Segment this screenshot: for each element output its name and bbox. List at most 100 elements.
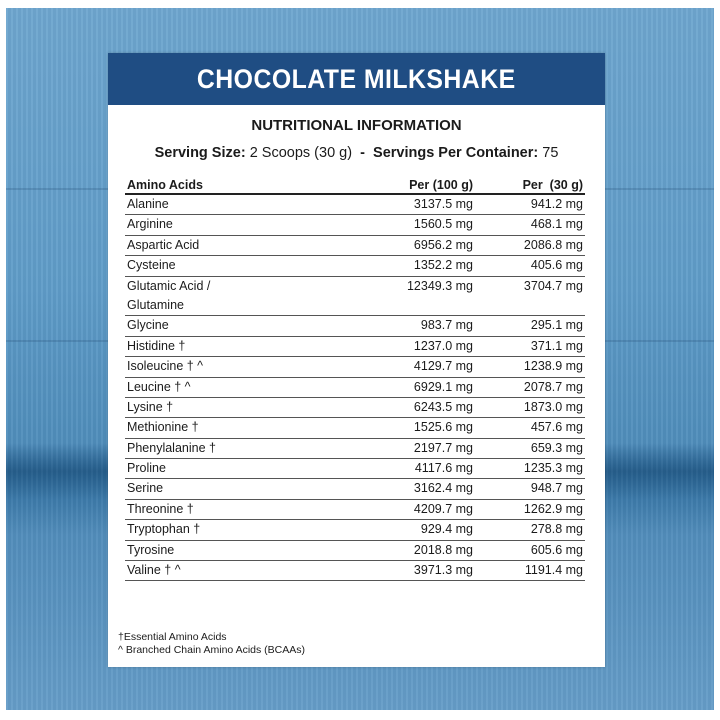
table-row: Valine † ^ 3971.3 mg 1191.4 mg [125,561,585,582]
per-100g-value: 4209.7 mg [413,501,473,516]
per-100g-value: 1560.5 mg [413,217,473,232]
amino-acid-name: Arginine [125,215,372,234]
per-100g-value: 983.7 mg [420,318,473,333]
per-30g-value: 278.8 mg [530,522,583,537]
per-100g-value: 2018.8 mg [413,542,473,557]
servings-per-container-label: Servings Per Container: [373,145,539,161]
per-30g-value: 2086.8 mg [523,237,583,252]
amino-acid-name: Phenylalanine † [125,439,372,458]
per-100g-value: 4129.7 mg [413,359,473,374]
table-row: Lysine † 6243.5 mg 1873.0 mg [125,398,585,419]
header-per-30g: Per (30 g) [522,178,583,192]
per-30g-value: 3704.7 mg [523,278,583,293]
table-row: Arginine 1560.5 mg 468.1 mg [125,215,585,236]
table-row: Leucine † ^ 6929.1 mg 2078.7 mg [125,378,585,398]
table-row: Histidine † 1237.0 mg 371.1 mg [125,337,585,358]
amino-acid-name: Alanine [125,195,372,214]
header-per-100g: Per (100 g) [409,178,473,192]
per-100g-value: 6929.1 mg [413,379,473,394]
footnotes: †Essential Amino Acids ^ Branched Chain … [118,631,305,657]
per-100g-value: 3137.5 mg [413,197,473,211]
amino-acid-name: Serine [125,479,372,498]
amino-acid-name-line: Tyrosine [127,542,175,557]
table-row: Aspartic Acid 6956.2 mg 2086.8 mg [125,236,585,257]
amino-acid-name: Lysine † [125,398,372,417]
amino-acid-name-line: Isoleucine † ^ [127,359,204,374]
section-title: NUTRITIONAL INFORMATION [251,117,462,134]
header-amino-acids: Amino Acids [127,178,203,192]
per-100g-value: 4117.6 mg [414,461,473,476]
footnote-essential: †Essential Amino Acids [118,631,227,643]
table-row: Glycine 983.7 mg 295.1 mg [125,316,585,337]
table-row: Glutamic Acid / Glutamine 12349.3 mg 3704.7… [125,277,585,317]
table-row: Tyrosine 2018.8 mg 605.6 mg [125,541,585,562]
table-row: Threonine † 4209.7 mg 1262.9 mg [125,500,585,521]
per-30g-value: 941.2 mg [530,197,583,211]
amino-acid-name-line: Histidine † [127,338,186,353]
amino-acid-name: Proline [125,459,372,478]
table-row: Alanine 3137.5 mg 941.2 mg [125,195,585,216]
per-100g-value: 1352.2 mg [413,258,473,273]
amino-acid-name-line: Proline [127,461,166,476]
amino-acid-name: Methionine † [125,418,372,437]
amino-acid-name-line: Valine † ^ [127,563,181,578]
amino-acid-name: Isoleucine † ^ [125,357,372,376]
per-100g-value: 1525.6 mg [413,420,473,435]
table-header: Amino Acids Per (100 g) Per (30 g) [125,172,585,195]
per-100g-value: 1237.0 mg [413,338,473,353]
per-100g-value: 6956.2 mg [413,237,473,252]
amino-acid-name: Glutamic Acid / Glutamine [125,277,372,315]
per-30g-value: 468.1 mg [530,217,583,232]
per-30g-value: 948.7 mg [530,481,583,496]
per-100g-value: 3162.4 mg [413,481,473,496]
serving-info: Serving Size: 2 Scoops (30 g) - Servings… [108,145,605,161]
amino-acid-name-line: Glutamine [127,297,184,312]
amino-acid-name: Tyrosine [125,541,372,560]
per-30g-value: 1873.0 mg [523,399,583,414]
table-row: Serine 3162.4 mg 948.7 mg [125,479,585,500]
per-100g-value: 6243.5 mg [413,399,473,414]
amino-acid-name-line: Glycine [127,318,169,333]
per-100g-value: 929.4 mg [420,522,473,537]
servings-per-container-value: 75 [542,145,559,161]
per-30g-value: 1238.9 mg [523,359,583,374]
amino-acid-name: Valine † ^ [125,561,372,580]
per-30g-value: 1191.4 mg [524,563,583,578]
amino-acid-name-line: Glutamic Acid / [127,278,211,293]
per-30g-value: 1235.3 mg [523,461,583,476]
serving-size-value: 2 Scoops (30 g) [249,145,353,161]
product-title: CHOCOLATE MILKSHAKE [197,63,516,94]
serving-separator: - [360,145,365,161]
per-100g-value: 12349.3 mg [406,278,473,293]
per-30g-value: 605.6 mg [530,542,583,557]
amino-acid-name-line: Tryptophan † [127,522,201,537]
amino-acid-name: Aspartic Acid [125,236,372,255]
per-30g-value: 405.6 mg [530,258,583,273]
table-row: Isoleucine † ^ 4129.7 mg 1238.9 mg [125,357,585,378]
serving-size-label: Serving Size: [154,145,246,161]
amino-acid-name-line: Phenylalanine † [127,440,216,455]
table-row: Proline 4117.6 mg 1235.3 mg [125,459,585,480]
amino-acid-name-line: Alanine [127,197,169,211]
per-30g-value: 371.1 mg [530,338,583,353]
footnote-bcaa: ^ Branched Chain Amino Acids (BCAAs) [118,644,306,656]
per-30g-value: 295.1 mg [530,318,583,333]
per-30g-value: 659.3 mg [530,440,583,455]
amino-acid-name-line: Aspartic Acid [127,237,200,252]
table-row: Cysteine 1352.2 mg 405.6 mg [125,256,585,277]
per-30g-value: 1262.9 mg [523,501,583,516]
amino-acid-name: Cysteine [125,256,372,275]
per-100g-value: 2197.7 mg [413,440,473,455]
amino-acid-name-line: Threonine † [127,501,194,516]
nutrition-panel: CHOCOLATE MILKSHAKE NUTRITIONAL INFORMAT… [108,53,605,667]
amino-acid-name-line: Serine [127,481,164,496]
amino-acid-name: Leucine † ^ [125,378,372,397]
table-row: Tryptophan † 929.4 mg 278.8 mg [125,520,585,541]
amino-acid-name: Histidine † [125,337,372,356]
amino-acid-table: Amino Acids Per (100 g) Per (30 g) Alani… [125,172,585,582]
amino-acid-name-line: Methionine † [127,420,199,435]
amino-acid-name-line: Leucine † ^ [127,379,191,394]
amino-acid-name-line: Lysine † [127,399,174,414]
amino-acid-name: Glycine [125,316,372,335]
per-100g-value: 3971.3 mg [413,563,473,578]
